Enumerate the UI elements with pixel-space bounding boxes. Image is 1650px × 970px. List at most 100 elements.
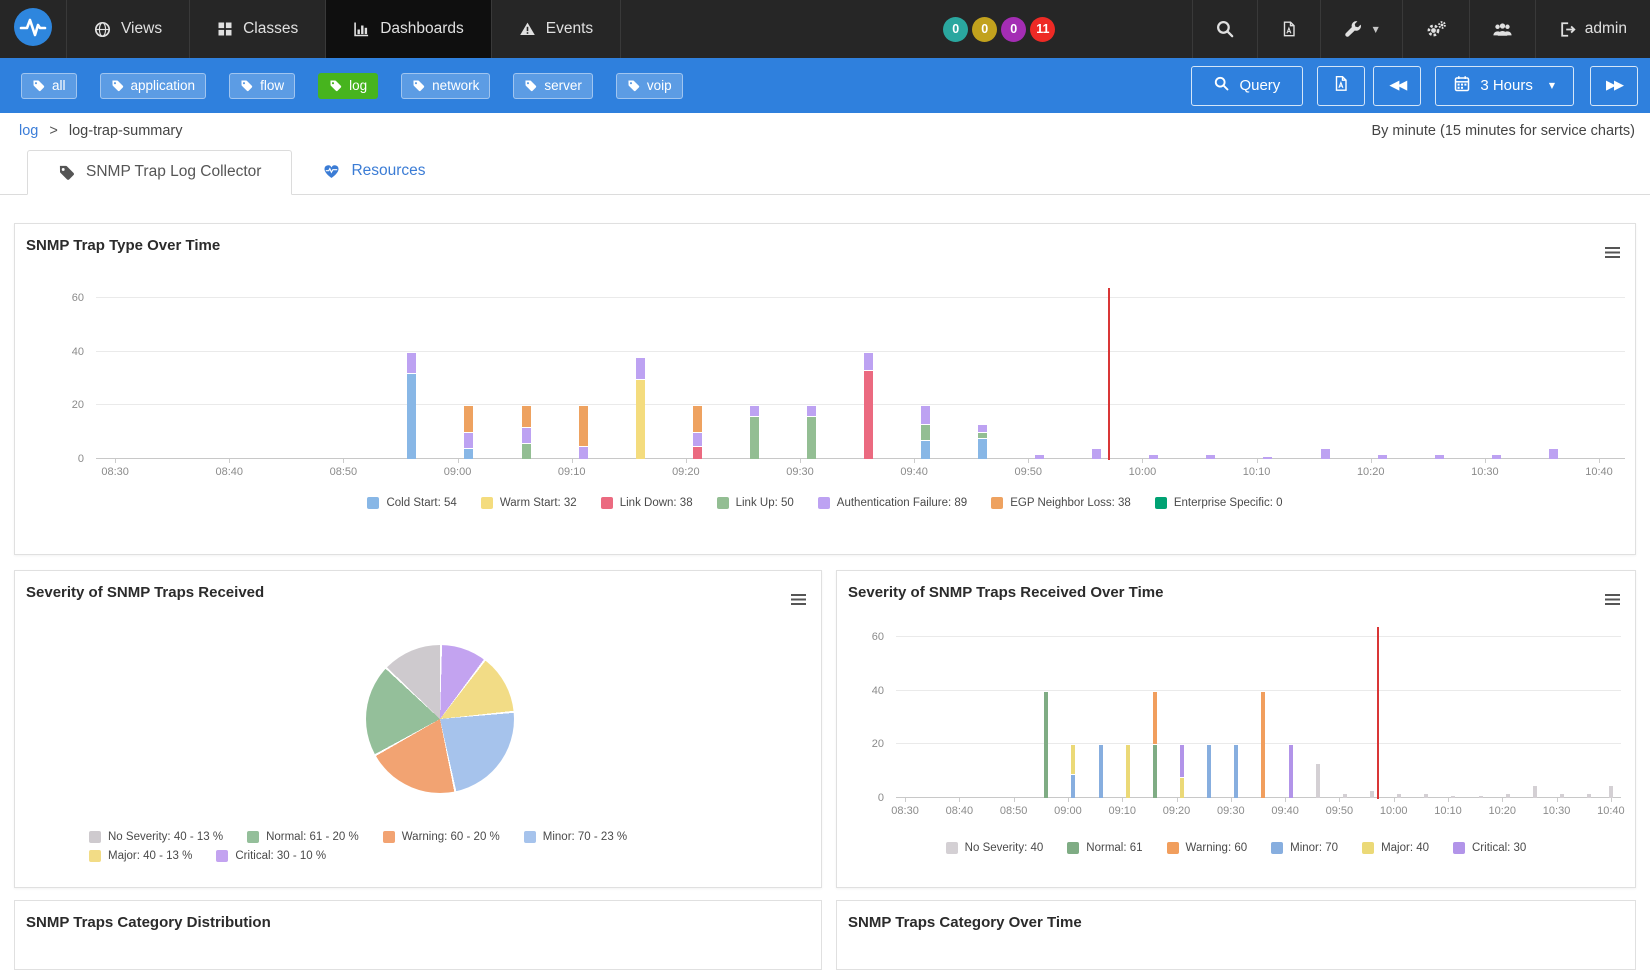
- legend-item-major[interactable]: Major: 40 - 13 %: [89, 850, 192, 862]
- legend-item-critical[interactable]: Critical: 30: [1453, 842, 1526, 854]
- bar-10:36[interactable]: [1548, 298, 1558, 459]
- bar-09:06[interactable]: [1098, 637, 1103, 798]
- bar-09:51[interactable]: [1035, 298, 1045, 459]
- nav-item-classes[interactable]: Classes: [189, 0, 325, 58]
- tag-filter-flow[interactable]: flow: [229, 72, 296, 99]
- event-severity-badge[interactable]: 0: [1001, 16, 1027, 42]
- legend-item-normal[interactable]: Normal: 61 - 20 %: [247, 831, 359, 843]
- legend-item-no-severity[interactable]: No Severity: 40 - 13 %: [89, 831, 223, 843]
- bar-10:16[interactable]: [1478, 637, 1483, 798]
- user-admin-button[interactable]: [1468, 0, 1535, 58]
- nav-item-views[interactable]: Views: [66, 0, 189, 58]
- tag-filter-log[interactable]: log: [318, 72, 379, 99]
- bar-09:01[interactable]: [464, 298, 474, 459]
- bar-09:11[interactable]: [578, 298, 588, 459]
- legend-item-warning[interactable]: Warning: 60: [1166, 842, 1247, 854]
- context-menu-icon[interactable]: [791, 594, 806, 605]
- legend-item-warning[interactable]: Warning: 60 - 20 %: [382, 831, 500, 843]
- bar-10:11[interactable]: [1451, 637, 1456, 798]
- bar-10:06[interactable]: [1206, 298, 1216, 459]
- search-button[interactable]: [1191, 0, 1257, 58]
- pdf-export-button[interactable]: [1256, 0, 1320, 58]
- tag-filter-voip[interactable]: voip: [615, 72, 683, 99]
- bar-10:11[interactable]: [1263, 298, 1273, 459]
- query-button[interactable]: Query: [1191, 65, 1304, 106]
- legend-item-link-up[interactable]: Link Up: 50: [716, 497, 794, 509]
- breadcrumb-root-link[interactable]: log: [19, 123, 39, 139]
- legend-item-cold-start[interactable]: Cold Start: 54: [367, 497, 457, 509]
- time-range-button[interactable]: 3 Hours ▼: [1435, 65, 1574, 106]
- settings-button[interactable]: [1401, 0, 1469, 58]
- legend-item-major[interactable]: Major: 40: [1362, 842, 1429, 854]
- time-back-button[interactable]: ◀◀: [1373, 65, 1422, 106]
- legend-item-critical[interactable]: Critical: 30 - 10 %: [216, 850, 326, 862]
- nav-item-events[interactable]: Events: [490, 0, 622, 58]
- bar-10:31[interactable]: [1491, 298, 1501, 459]
- tab-resources[interactable]: Resources: [292, 149, 456, 194]
- legend-item-no-severity[interactable]: No Severity: 40: [945, 842, 1043, 854]
- bar-09:36[interactable]: [863, 298, 873, 459]
- bar-09:16[interactable]: [1152, 637, 1157, 798]
- bar-09:56[interactable]: [1369, 637, 1374, 798]
- x-axis-label: 09:20: [1162, 805, 1191, 817]
- bar-segment-warning: [1152, 691, 1157, 745]
- pdf-export-button[interactable]: [1317, 65, 1366, 106]
- nav-item-dashboards[interactable]: Dashboards: [325, 0, 491, 58]
- legend-item-warm-start[interactable]: Warm Start: 32: [480, 497, 577, 509]
- bar-10:01[interactable]: [1397, 637, 1402, 798]
- bar-09:36[interactable]: [1261, 637, 1266, 798]
- bar-09:56[interactable]: [1092, 298, 1102, 459]
- bar-09:06[interactable]: [521, 298, 531, 459]
- tag-filter-network[interactable]: network: [401, 72, 491, 99]
- bar-09:31[interactable]: [1234, 637, 1239, 798]
- app-logo[interactable]: [0, 0, 66, 58]
- legend-item-authentication-failure[interactable]: Authentication Failure: 89: [817, 497, 967, 509]
- bar-09:31[interactable]: [806, 298, 816, 459]
- context-menu-icon[interactable]: [1605, 594, 1620, 605]
- bar-10:26[interactable]: [1532, 637, 1537, 798]
- legend-item-normal[interactable]: Normal: 61: [1067, 842, 1143, 854]
- bar-10:06[interactable]: [1424, 637, 1429, 798]
- bar-09:16[interactable]: [635, 298, 645, 459]
- bar-08:56[interactable]: [407, 298, 417, 459]
- legend-item-enterprise-specific[interactable]: Enterprise Specific: 0: [1154, 497, 1283, 509]
- bar-09:41[interactable]: [921, 298, 931, 459]
- bar-10:21[interactable]: [1505, 637, 1510, 798]
- bar-09:21[interactable]: [692, 298, 702, 459]
- time-forward-button[interactable]: ▶▶: [1590, 65, 1638, 106]
- bar-10:16[interactable]: [1320, 298, 1330, 459]
- tag-filter-application[interactable]: application: [99, 72, 207, 99]
- bar-08:56[interactable]: [1044, 637, 1049, 798]
- tag-filter-all[interactable]: all: [21, 72, 77, 99]
- bar-09:01[interactable]: [1071, 637, 1076, 798]
- legend-item-minor[interactable]: Minor: 70 - 23 %: [523, 831, 627, 843]
- tag-filter-server[interactable]: server: [513, 72, 593, 99]
- bar-09:46[interactable]: [1315, 637, 1320, 798]
- legend-item-link-down[interactable]: Link Down: 38: [600, 497, 693, 509]
- tools-button[interactable]: ▼: [1319, 0, 1402, 58]
- bar-10:31[interactable]: [1559, 637, 1564, 798]
- event-severity-badge[interactable]: 11: [1030, 16, 1056, 42]
- bar-10:21[interactable]: [1377, 298, 1387, 459]
- legend-item-minor[interactable]: Minor: 70: [1271, 842, 1338, 854]
- bar-09:26[interactable]: [1207, 637, 1212, 798]
- tab-snmp-trap-log-collector[interactable]: SNMP Trap Log Collector: [27, 150, 293, 195]
- bar-10:40[interactable]: [1608, 637, 1613, 798]
- x-axis-label: 10:30: [1542, 805, 1571, 817]
- bar-10:26[interactable]: [1434, 298, 1444, 459]
- context-menu-icon[interactable]: [1605, 247, 1620, 258]
- x-axis-label: 10:40: [1597, 805, 1625, 817]
- bar-09:46[interactable]: [978, 298, 988, 459]
- bar-09:51[interactable]: [1342, 637, 1347, 798]
- bar-09:26[interactable]: [749, 298, 759, 459]
- legend-item-egp-neighbor-loss[interactable]: EGP Neighbor Loss: 38: [991, 497, 1131, 509]
- bar-10:01[interactable]: [1149, 298, 1159, 459]
- logout-button[interactable]: admin: [1534, 0, 1650, 58]
- event-severity-badge[interactable]: 0: [972, 16, 998, 42]
- bar-09:21[interactable]: [1179, 637, 1184, 798]
- bar-10:36[interactable]: [1587, 637, 1592, 798]
- bar-09:11[interactable]: [1125, 637, 1130, 798]
- bar-09:41[interactable]: [1288, 637, 1293, 798]
- legend-label: Cold Start: 54: [386, 497, 457, 509]
- event-severity-badge[interactable]: 0: [943, 16, 969, 42]
